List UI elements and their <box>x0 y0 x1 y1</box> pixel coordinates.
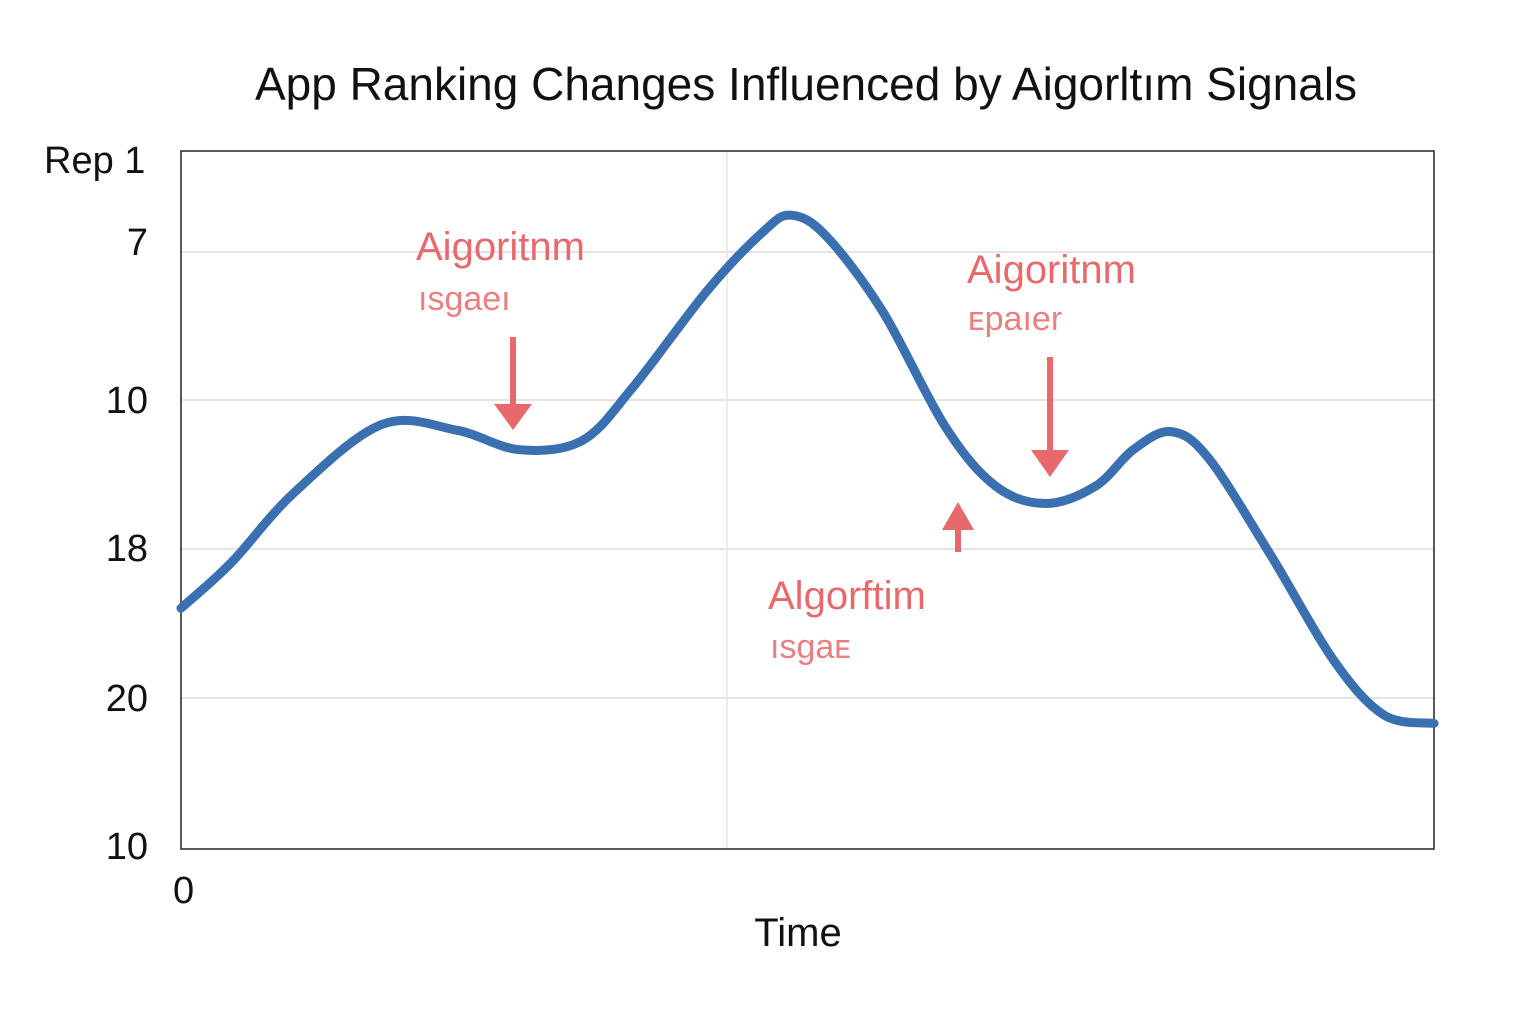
annotation-1-line2: ısgaeı <box>418 280 511 318</box>
gridlines <box>181 151 1434 849</box>
ranking-series-line <box>176 210 1439 728</box>
y-tick-label: 7 <box>127 222 148 264</box>
annotation-1-arrow-head <box>494 404 532 430</box>
y-tick-label: 10 <box>106 826 148 868</box>
annotation-3-line2: ısgaᴇ <box>770 628 851 666</box>
y-axis-label: Rep 1 <box>44 140 145 182</box>
y-tick-label: 18 <box>106 528 148 570</box>
annotation-2: Aigoritnm ᴇpaıer <box>967 248 1136 477</box>
annotation-3-line1: Algorftim <box>768 574 926 618</box>
annotation-1: Aigoritnm ısgaeı <box>416 225 585 430</box>
annotation-2-line1: Aigoritnm <box>967 248 1136 292</box>
x-axis-label: Time <box>754 911 841 955</box>
chart-title: App Ranking Changes Influenced by Aigorl… <box>255 58 1357 110</box>
plot-area-frame <box>180 150 1435 850</box>
y-tick-label: 20 <box>106 678 148 720</box>
x-tick-label: 0 <box>173 870 194 912</box>
annotation-1-line1: Aigoritnm <box>416 225 585 269</box>
annotation-2-arrow-head <box>1031 450 1069 477</box>
annotation-3-arrow-head <box>942 502 974 530</box>
annotation-3: Algorftim ısgaᴇ <box>768 502 974 666</box>
x-tick-labels: 0 <box>173 870 194 912</box>
annotation-2-line2: ᴇpaıer <box>968 300 1062 338</box>
y-tick-labels: 7 10 18 20 10 <box>106 222 148 868</box>
y-tick-label: 10 <box>106 380 148 422</box>
